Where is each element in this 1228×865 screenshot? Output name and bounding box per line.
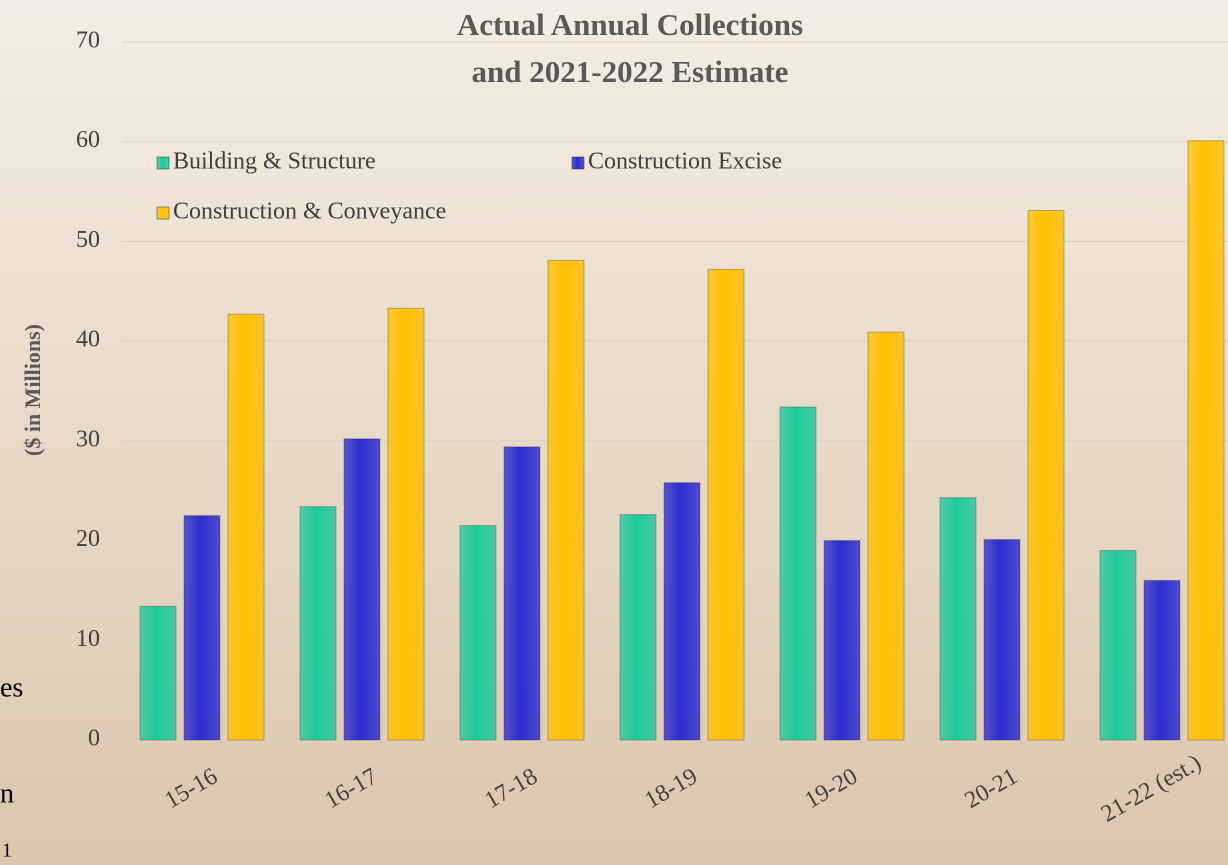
bar — [823, 540, 861, 741]
y-tick-label: 0 — [88, 726, 100, 752]
bar — [983, 539, 1021, 741]
bar — [1099, 550, 1137, 741]
y-axis-label: ($ in Millions) — [20, 324, 45, 456]
bar — [387, 307, 425, 741]
bar — [939, 497, 977, 741]
bar — [503, 446, 541, 741]
background-text: es — [0, 672, 23, 703]
chart-title: and 2021-2022 Estimate — [472, 54, 789, 89]
background-text: 1 — [2, 840, 12, 862]
chart-title: Actual Annual Collections — [457, 7, 803, 42]
legend-swatch — [156, 206, 170, 220]
bar — [663, 482, 701, 741]
y-tick-label: 60 — [76, 127, 100, 153]
y-tick-label: 50 — [76, 227, 100, 253]
bar — [867, 331, 905, 741]
bar — [227, 313, 265, 741]
y-tick-label: 40 — [76, 327, 100, 353]
y-tick-label: 10 — [76, 626, 100, 652]
y-tick-label: 20 — [76, 526, 100, 552]
bar — [1027, 210, 1065, 741]
legend-label: Building & Structure — [173, 149, 376, 175]
legend-swatch — [571, 156, 585, 170]
legend-label: Construction & Conveyance — [173, 199, 446, 225]
bar — [547, 259, 585, 741]
background-text: n — [0, 778, 14, 809]
bar — [1187, 140, 1225, 741]
bar — [707, 268, 745, 741]
legend-label: Construction Excise — [588, 149, 782, 175]
y-tick-label: 70 — [76, 28, 100, 54]
bar — [343, 438, 381, 741]
legend-swatch — [156, 156, 170, 170]
bar — [459, 525, 497, 741]
bar — [139, 605, 177, 741]
bar — [779, 406, 817, 741]
bar — [183, 515, 221, 741]
bar — [299, 506, 337, 741]
bar — [619, 514, 657, 741]
bar — [1143, 579, 1181, 741]
y-tick-label: 30 — [76, 426, 100, 452]
